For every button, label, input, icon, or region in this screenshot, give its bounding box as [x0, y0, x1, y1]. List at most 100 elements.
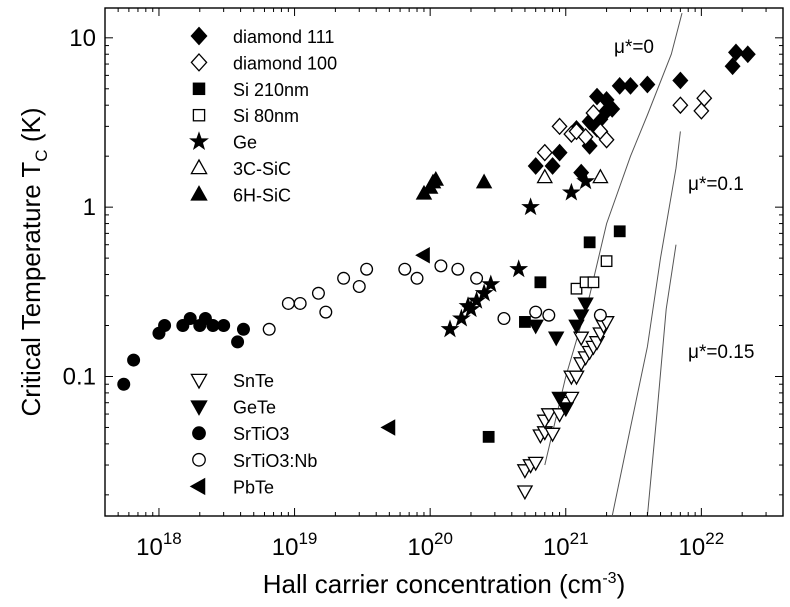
- series-1: [536, 89, 713, 162]
- markers-layer: [117, 43, 756, 501]
- legend-label-9: SrTiO3: [233, 424, 289, 444]
- data-point: [529, 305, 543, 319]
- data-point: [672, 71, 689, 90]
- data-point: [585, 104, 602, 122]
- data-point: [613, 225, 626, 238]
- legend: diamond 111 diamond 100 Si 210nm Si 80nm Ge 3…: [189, 26, 337, 497]
- data-point: [398, 262, 412, 276]
- y-axis: 0.1 1 10: [63, 25, 783, 496]
- legend-marker-3: [192, 108, 206, 122]
- data-point: [540, 408, 558, 423]
- data-point: [568, 370, 585, 386]
- data-point: [497, 312, 511, 326]
- data-point: [639, 75, 656, 94]
- data-point: [236, 322, 250, 336]
- legend-marker-0: [190, 26, 208, 46]
- data-point: [562, 182, 581, 201]
- series-0: [527, 43, 756, 182]
- legend-label-4: Ge: [233, 133, 257, 153]
- series-4: [440, 171, 595, 338]
- legend-label-0: diamond 111: [233, 27, 334, 47]
- data-point: [739, 45, 756, 64]
- y-tick-label-0: 0.1: [63, 363, 96, 390]
- data-point: [262, 322, 276, 336]
- data-point: [434, 259, 448, 273]
- data-point: [231, 335, 245, 349]
- legend-marker-9: [192, 426, 206, 441]
- y-tick-label-1: 1: [83, 194, 96, 221]
- data-point: [551, 117, 568, 136]
- data-point: [127, 353, 141, 367]
- data-point: [482, 430, 495, 443]
- legend-marker-4: [189, 131, 209, 150]
- legend-marker-7: [190, 373, 208, 390]
- legend-label-2: Si 210nm: [233, 80, 309, 100]
- legend-label-5: 3C-SiC: [233, 159, 291, 179]
- data-point: [570, 282, 583, 295]
- data-point: [440, 319, 460, 338]
- data-point: [583, 236, 596, 249]
- legend-label-3: Si 80nm: [233, 106, 299, 126]
- data-point: [551, 391, 568, 407]
- data-point: [576, 171, 595, 190]
- data-point: [728, 43, 744, 62]
- legend-marker-1: [190, 53, 208, 72]
- data-point: [516, 485, 534, 501]
- data-point: [568, 122, 585, 141]
- legend-label-6: 6H-SiC: [233, 185, 291, 205]
- legend-marker-8: [190, 400, 208, 416]
- data-point: [598, 130, 615, 149]
- data-point: [527, 456, 544, 472]
- data-point: [337, 271, 351, 285]
- curve-line-0: [544, 12, 683, 466]
- legend-label-8: GeTe: [233, 398, 276, 418]
- data-point: [592, 168, 609, 184]
- data-point: [206, 319, 220, 333]
- legend-marker-11: [189, 477, 206, 496]
- data-point: [672, 96, 689, 115]
- data-point: [568, 319, 585, 335]
- data-point: [551, 143, 568, 162]
- legend-label-10: SrTiO3:Nb: [233, 451, 317, 471]
- legend-label-11: PbTe: [233, 477, 274, 497]
- data-point: [117, 377, 131, 391]
- curve-label-0: μ*=0: [614, 37, 654, 58]
- x-tick-label-3: 1021: [543, 529, 589, 561]
- curve-label-1: μ*=0.1: [688, 174, 744, 195]
- data-point: [452, 308, 471, 327]
- data-point: [696, 89, 713, 108]
- data-point: [183, 312, 197, 326]
- curve-line-1: [611, 131, 681, 517]
- data-point: [611, 77, 628, 95]
- data-point: [527, 157, 544, 175]
- data-point: [158, 319, 172, 333]
- data-point: [475, 173, 493, 189]
- y-tick-label-2: 10: [69, 25, 96, 52]
- data-point: [410, 271, 424, 285]
- series-11: [380, 246, 430, 436]
- series-5: [536, 168, 609, 184]
- data-point: [293, 296, 307, 310]
- data-point: [509, 259, 529, 278]
- data-point: [600, 255, 613, 268]
- data-point: [557, 402, 575, 418]
- legend-marker-2: [192, 82, 206, 96]
- data-point: [527, 319, 544, 335]
- legend-label-1: diamond 100: [233, 53, 337, 73]
- data-point: [544, 427, 561, 443]
- data-point: [593, 308, 607, 322]
- plot-frame: [104, 7, 784, 517]
- legend-marker-5: [190, 158, 208, 175]
- data-point: [577, 128, 594, 146]
- data-point: [427, 170, 445, 186]
- data-point: [536, 168, 554, 184]
- data-point: [451, 262, 465, 276]
- data-point: [622, 77, 639, 95]
- data-point: [536, 143, 553, 162]
- data-point: [544, 157, 561, 175]
- data-point: [360, 262, 374, 276]
- data-point: [319, 305, 333, 319]
- x-tick-label-1: 1019: [272, 529, 318, 561]
- series-10: [262, 259, 607, 336]
